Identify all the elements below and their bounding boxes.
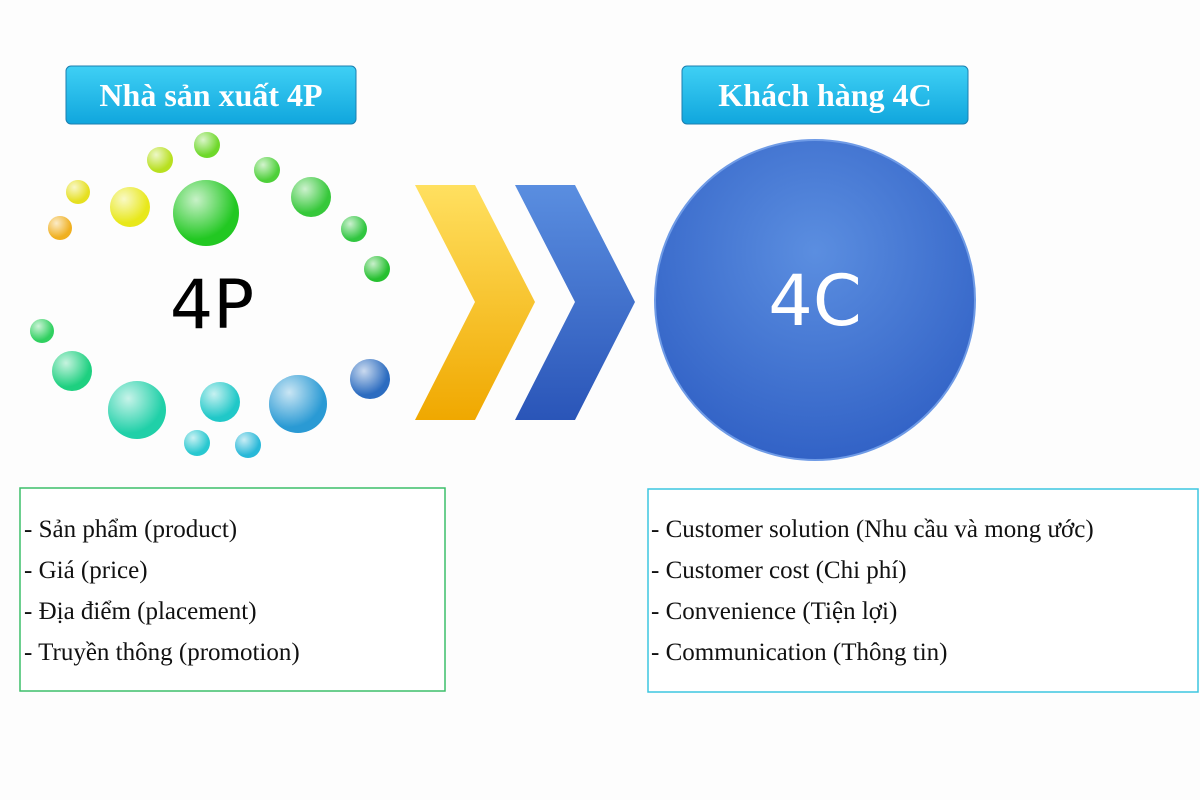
bubble-shine <box>194 132 220 158</box>
bubble-shine <box>66 180 90 204</box>
customer-label: 4C <box>768 260 861 342</box>
producer-label: 4P <box>170 266 254 345</box>
lists: - Sản phẩm (product) - Giá (price) - Địa đ… <box>24 516 1094 666</box>
bubble-shine <box>364 256 390 282</box>
bubbles <box>30 132 390 458</box>
chevron-blue <box>515 185 635 420</box>
bubble-shine <box>108 381 166 439</box>
producer-title: Nhà sản xuất 4P <box>99 77 322 113</box>
bubble-shine <box>254 157 280 183</box>
chevron-yellow <box>415 185 535 420</box>
bubble-shine <box>48 216 72 240</box>
list-item: - Customer solution (Nhu cầu và mong ước… <box>651 516 1094 543</box>
bubble-shine <box>200 382 240 422</box>
list-item: - Địa điểm (placement) <box>24 598 257 625</box>
bubble-shine <box>235 432 261 458</box>
bubble-shine <box>173 180 239 246</box>
bubble-shine <box>52 351 92 391</box>
bubble-shine <box>110 187 150 227</box>
customer-title: Khách hàng 4C <box>718 77 931 113</box>
bubble-shine <box>30 319 54 343</box>
list-item: - Convenience (Tiện lợi) <box>651 598 897 625</box>
list-item: - Customer cost (Chi phí) <box>651 557 907 584</box>
list-item: - Communication (Thông tin) <box>651 639 947 666</box>
bubble-shine <box>341 216 367 242</box>
bubble-shine <box>184 430 210 456</box>
bubble-shine <box>269 375 327 433</box>
customer-header <box>681 65 969 125</box>
producer-header <box>65 65 357 125</box>
list-item: - Giá (price) <box>24 557 148 584</box>
producer-list-box <box>19 487 446 692</box>
bubble-shine <box>291 177 331 217</box>
bubble-shine <box>350 359 390 399</box>
list-item: - Truyền thông (promotion) <box>24 639 300 666</box>
customer-list-box <box>647 488 1199 693</box>
customer-circle <box>654 139 976 461</box>
bubble-shine <box>147 147 173 173</box>
list-item: - Sản phẩm (product) <box>24 516 237 543</box>
